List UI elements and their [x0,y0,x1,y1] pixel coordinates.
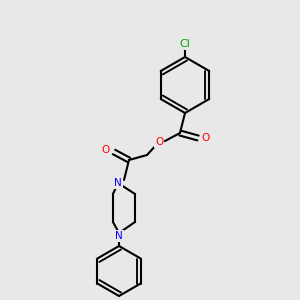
Text: O: O [155,137,163,147]
Text: O: O [102,145,110,155]
Text: O: O [201,133,209,143]
Text: N: N [115,231,123,241]
Text: N: N [114,178,122,188]
Text: Cl: Cl [180,39,190,49]
